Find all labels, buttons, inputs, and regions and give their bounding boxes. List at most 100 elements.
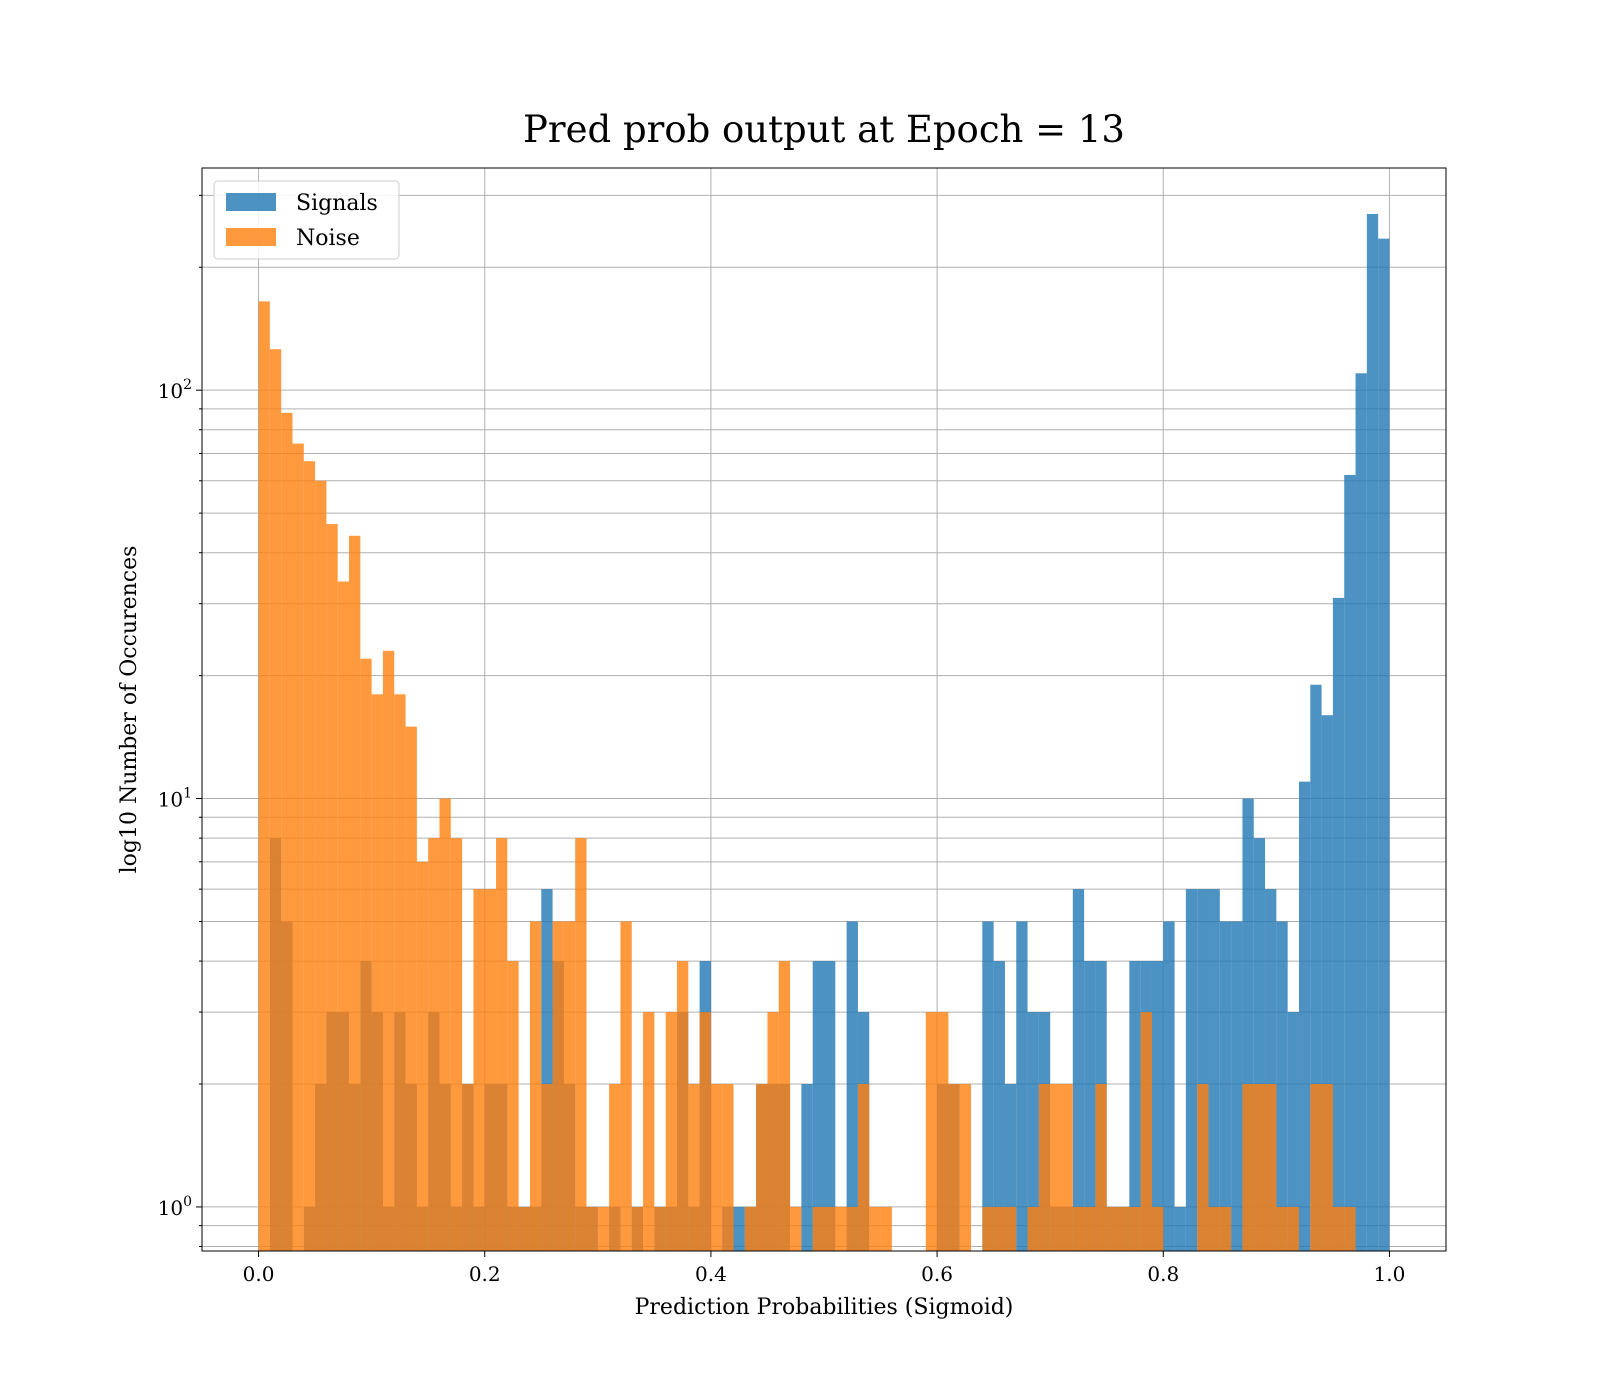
bar-noise (835, 1206, 847, 1251)
bar-noise (744, 1206, 757, 1251)
bar-noise (1050, 1084, 1062, 1251)
bar-noise (473, 889, 485, 1251)
bar-noise (937, 1012, 949, 1251)
bar-noise (541, 1084, 553, 1251)
bar-signals (1355, 373, 1367, 1251)
histogram-bars (258, 214, 1390, 1252)
bar-noise (507, 961, 519, 1251)
bar-signals (1265, 889, 1277, 1251)
bar-noise (484, 889, 497, 1251)
bar-noise (778, 961, 791, 1251)
y-tick-label: 102 (158, 377, 192, 403)
bar-noise (699, 1012, 711, 1251)
bar-signals (1174, 1206, 1186, 1251)
bar-noise (1027, 1206, 1039, 1251)
bar-signals (1185, 889, 1198, 1251)
bar-noise (1276, 1206, 1288, 1251)
bar-noise (1310, 1084, 1322, 1251)
bar-signals (1310, 684, 1322, 1251)
bar-noise (258, 301, 270, 1251)
bar-noise (654, 1206, 666, 1251)
bar-noise (1118, 1206, 1130, 1251)
legend-item-signals: Signals (226, 191, 378, 216)
bar-signals (1321, 715, 1333, 1251)
bar-signals (1197, 889, 1209, 1251)
bar-noise (925, 1012, 938, 1251)
bar-signals (824, 961, 836, 1251)
bar-signals (1253, 838, 1266, 1251)
bar-noise (1265, 1084, 1277, 1251)
bar-noise (586, 1206, 598, 1251)
bar-noise (1095, 1084, 1107, 1251)
bar-signals (1231, 921, 1243, 1251)
bar-noise (597, 1206, 610, 1251)
bar-signals (1208, 889, 1220, 1251)
legend-swatch (226, 193, 276, 211)
bar-signals (1151, 961, 1164, 1251)
bar-signals (1298, 781, 1311, 1251)
bar-noise (552, 921, 564, 1251)
chart-title: Pred prob output at Epoch = 13 (523, 108, 1125, 151)
bar-noise (292, 443, 304, 1251)
bar-signals (801, 1084, 813, 1251)
bar-noise (1197, 1084, 1209, 1251)
legend: Signals Noise (213, 180, 400, 260)
bar-noise (337, 581, 350, 1251)
bar-noise (824, 1206, 836, 1251)
bar-noise (688, 1084, 700, 1251)
bar-signals (1163, 921, 1175, 1251)
bar-noise (450, 838, 463, 1251)
bar-noise (349, 535, 361, 1251)
bar-signals (1084, 961, 1096, 1251)
x-tick-label: 0.4 (695, 1262, 727, 1286)
bar-noise (1219, 1206, 1232, 1251)
bar-signals (982, 921, 994, 1251)
bar-noise (575, 838, 587, 1251)
bar-noise (665, 1012, 677, 1251)
bar-noise (428, 838, 440, 1251)
bar-signals (1219, 921, 1232, 1251)
x-tick-label: 1.0 (1374, 1262, 1406, 1286)
bar-noise (767, 1012, 779, 1251)
bar-noise (756, 1084, 768, 1251)
y-tick-label: 101 (158, 786, 192, 812)
bar-noise (405, 726, 417, 1251)
bar-noise (631, 1206, 644, 1251)
bar-signals (1332, 597, 1345, 1251)
bar-noise (993, 1206, 1005, 1251)
bar-noise (1129, 1206, 1141, 1251)
bar-noise (496, 838, 508, 1251)
bar-noise (1332, 1206, 1345, 1251)
bar-noise (1004, 1206, 1017, 1251)
bar-noise (518, 1206, 530, 1251)
bar-noise (1253, 1084, 1266, 1251)
bar-noise (643, 1012, 655, 1251)
bar-noise (1061, 1084, 1073, 1251)
legend-item-noise: Noise (226, 226, 360, 251)
bar-noise (382, 650, 395, 1251)
bar-noise (846, 1206, 858, 1251)
bar-noise (722, 1084, 734, 1251)
bar-noise (1242, 1084, 1254, 1251)
bar-signals (1378, 238, 1390, 1251)
bar-noise (439, 798, 451, 1251)
bar-noise (1084, 1206, 1096, 1251)
bar-noise (315, 480, 327, 1251)
bar-noise (1321, 1084, 1333, 1251)
bar-noise (676, 961, 689, 1251)
bar-noise (269, 349, 282, 1251)
bar-signals (846, 921, 858, 1251)
bar-noise (982, 1206, 994, 1251)
x-tick-label: 0.8 (1147, 1262, 1179, 1286)
bar-noise (371, 694, 383, 1251)
legend-label: Signals (296, 191, 378, 216)
bar-noise (303, 461, 316, 1251)
bar-noise (563, 921, 576, 1251)
bar-signals (1366, 214, 1379, 1251)
bar-noise (609, 1084, 621, 1251)
bar-noise (790, 1206, 802, 1251)
bar-noise (529, 921, 542, 1251)
bar-noise (812, 1206, 824, 1251)
bar-signals (1287, 1012, 1299, 1251)
bar-noise (281, 412, 293, 1252)
